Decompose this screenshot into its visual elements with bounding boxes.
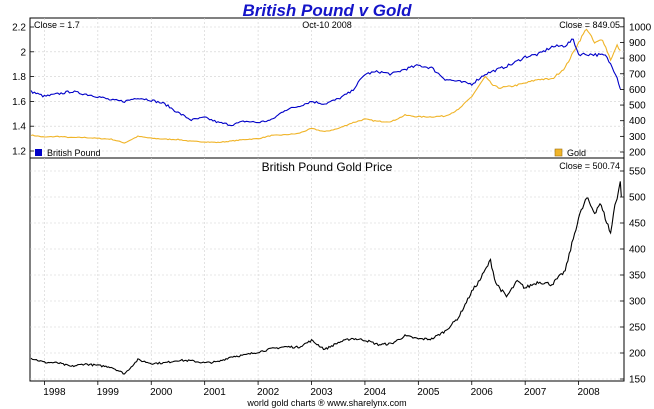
top-panel-grid (30, 18, 624, 158)
right-axis-tick-label: 700 (629, 69, 646, 80)
left-axis-tick-label: 1.4 (12, 122, 26, 133)
bottom-chart-title: British Pound Gold Price (262, 160, 393, 174)
x-axis-tick-label: 2004 (364, 387, 387, 398)
x-axis-tick-label: 1998 (43, 387, 66, 398)
x-axis: 1998 1999 2000 2001 2002 2003 2004 2005 2006 2007… (43, 381, 600, 398)
left-axis-tick-label: 2 (20, 47, 26, 58)
right-axis-tick-label: 300 (629, 132, 646, 143)
bottom-panel-grid (30, 158, 624, 381)
bottom-axis-tick-label: 550 (629, 167, 646, 178)
left-axis-tick-label: 2.2 (12, 23, 26, 34)
footer-credit: world gold charts ® www.sharelynx.com (246, 398, 406, 408)
legend-pound-swatch (35, 149, 42, 156)
top-panel-axes: 2.2 2 1.8 1.6 1.4 1.2 1000 900 800 700 600 500 400 30… (12, 22, 652, 158)
date-label: Oct-10 2008 (302, 20, 352, 30)
legend-gold-swatch (554, 148, 563, 157)
right-axis-tick-label: 600 (629, 85, 646, 96)
top-panel-frame (29, 17, 625, 159)
x-axis-tick-label: 2005 (417, 387, 440, 398)
right-axis-tick-label: 800 (629, 54, 646, 65)
bottom-axis-tick-label: 150 (629, 375, 646, 386)
bottom-panel-series (30, 181, 622, 375)
bottom-axis-tick-label: 500 (629, 193, 646, 204)
legend-pound-label: British Pound (47, 148, 101, 158)
x-axis-tick-label: 2007 (524, 387, 547, 398)
top-panel-series (30, 28, 621, 144)
bottom-axis-tick-label: 300 (629, 297, 646, 308)
bottom-panel-frame (29, 157, 625, 382)
right-axis-tick-label: 1000 (629, 22, 652, 33)
chart-title: British Pound v Gold (242, 1, 412, 20)
bottom-axis-tick-label: 200 (629, 349, 646, 360)
x-axis-tick-label: 2006 (471, 387, 494, 398)
bottom-axis-tick-label: 350 (629, 271, 646, 282)
left-axis-tick-label: 1.6 (12, 97, 26, 108)
bottom-axis-tick-label: 250 (629, 323, 646, 334)
bottom-axis-tick-label: 450 (629, 219, 646, 230)
legend-gold-label: Gold (567, 148, 586, 158)
right-axis-tick-label: 400 (629, 116, 646, 127)
x-axis-tick-label: 2003 (310, 387, 333, 398)
right-axis-tick-label: 900 (629, 38, 646, 49)
x-axis-tick-label: 1999 (97, 387, 120, 398)
bottom-axis-tick-label: 400 (629, 245, 646, 256)
left-close-label: Close = 1.7 (34, 20, 80, 30)
x-axis-tick-label: 2000 (150, 387, 173, 398)
pound-series-line (30, 38, 621, 127)
right-axis-tick-label: 200 (629, 148, 646, 159)
gold-series-line (30, 28, 621, 144)
right-close-label: Close = 849.05 (559, 20, 620, 30)
gold-price-line (30, 181, 622, 375)
x-axis-tick-label: 2002 (257, 387, 280, 398)
bottom-panel-axes: 550 500 450 400 350 300 250 200 150 (620, 167, 646, 386)
bottom-close-label: Close = 500.74 (559, 161, 620, 171)
x-axis-tick-label: 2008 (577, 387, 600, 398)
x-axis-tick-label: 2001 (204, 387, 227, 398)
right-axis-tick-label: 500 (629, 101, 646, 112)
left-axis-tick-label: 1.8 (12, 72, 26, 83)
left-axis-tick-label: 1.2 (12, 147, 26, 158)
